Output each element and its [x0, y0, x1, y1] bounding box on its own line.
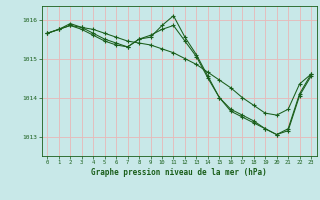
X-axis label: Graphe pression niveau de la mer (hPa): Graphe pression niveau de la mer (hPa) — [91, 168, 267, 177]
